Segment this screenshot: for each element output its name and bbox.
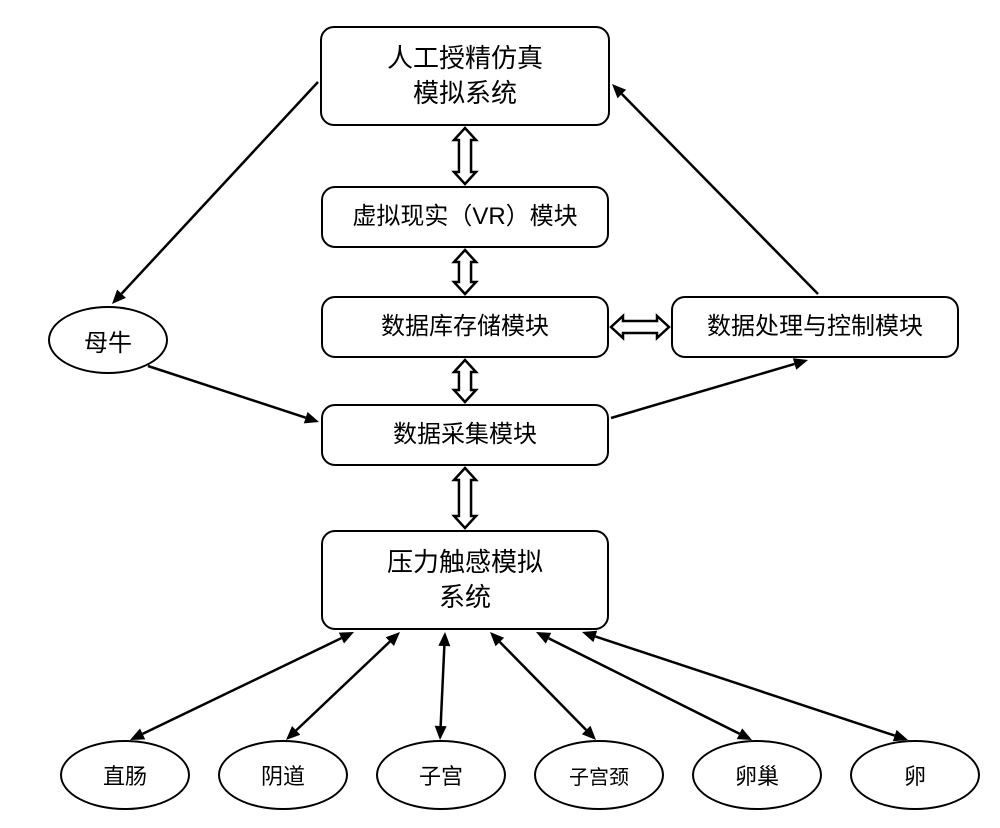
node-label: 阴道 [261,759,305,791]
node-l4: 子宫颈 [534,740,664,810]
node-cow: 母牛 [48,306,168,374]
edge [611,358,808,418]
node-label: 压力触感模拟 系统 [387,545,543,615]
node-label: 卵 [904,759,926,791]
node-n3: 数据库存储模块 [321,296,609,358]
node-l2: 阴道 [218,740,348,810]
node-n2: 虚拟现实（VR）模块 [321,186,609,248]
node-n4: 数据处理与控制模块 [671,296,959,358]
node-label: 数据采集模块 [393,419,537,451]
edge [286,632,400,740]
node-label: 母牛 [84,323,132,358]
hollow-arrow-v [454,360,476,402]
diagram-stage: 人工授精仿真 模拟系统虚拟现实（VR）模块数据库存储模块 数据处理与控制模块数据采… [0,0,1000,828]
node-l3: 子宫 [376,740,506,810]
node-label: 人工授精仿真 模拟系统 [387,41,543,111]
edge [435,632,451,740]
node-label: 直肠 [103,759,147,791]
node-label: 子宫颈 [569,761,629,790]
edge [536,632,752,740]
hollow-arrow-v [454,468,476,528]
node-n5: 数据采集模块 [321,404,609,466]
edge [490,632,596,740]
edge [112,82,318,304]
edge [148,366,319,423]
node-label: 卵巢 [735,759,779,791]
edge [612,84,818,294]
node-label: 数据处理与控制模块 [707,311,923,343]
node-n1: 人工授精仿真 模拟系统 [320,26,610,126]
hollow-arrow-v [454,250,476,294]
edge [582,631,908,742]
node-l6: 卵 [850,740,980,810]
node-label: 子宫 [419,759,463,791]
node-label: 数据库存储模块 [381,311,549,343]
hollow-arrow-v [454,128,476,184]
node-l5: 卵巢 [692,740,822,810]
node-n6: 压力触感模拟 系统 [321,530,609,630]
node-l1: 直肠 [60,740,190,810]
hollow-arrow-h [611,316,669,338]
edge [130,632,354,740]
node-label: 虚拟现实（VR）模块 [352,201,577,233]
